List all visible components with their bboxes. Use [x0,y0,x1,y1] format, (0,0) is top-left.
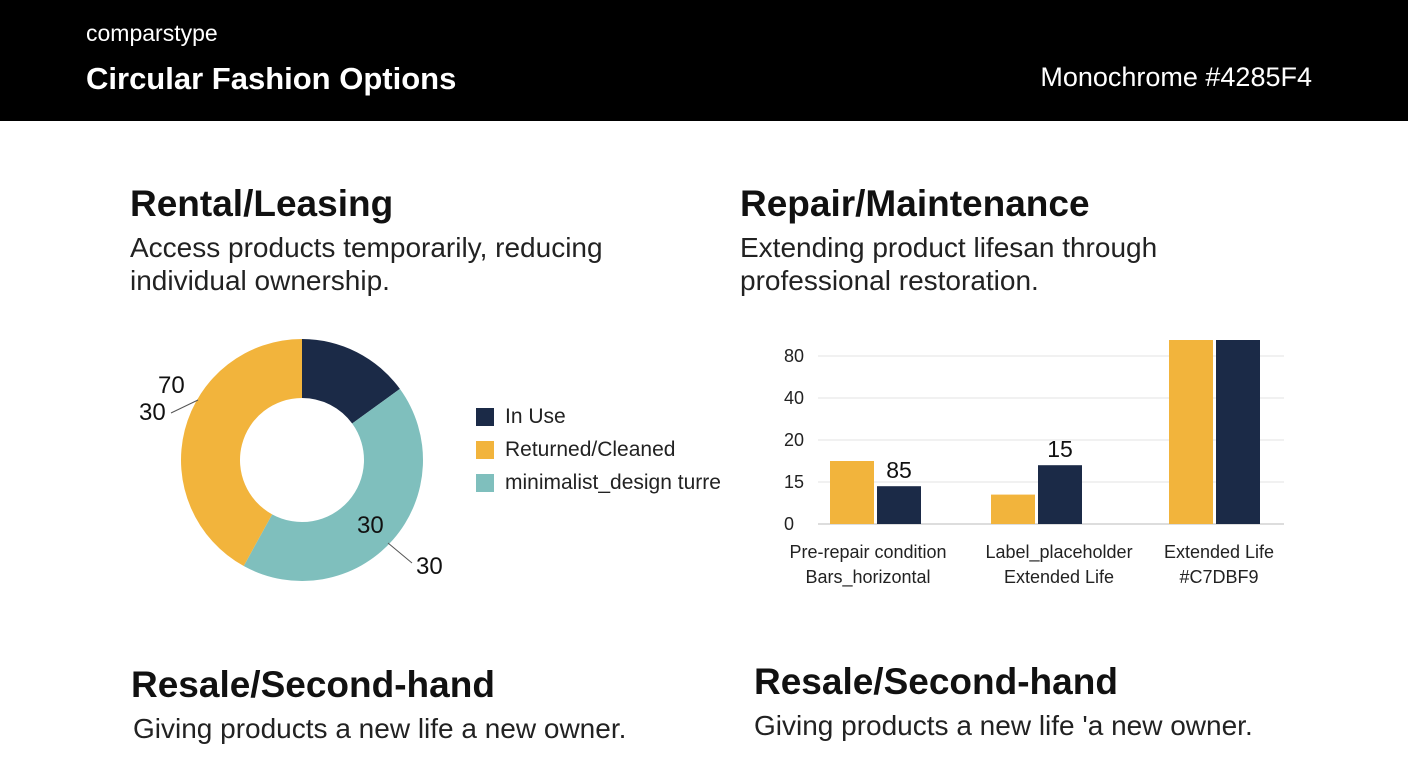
rental-title: Rental/Leasing [130,183,394,224]
bar [1169,340,1213,524]
bar [877,486,921,524]
donut-slice-minimalist-design-turre [243,388,423,581]
legend-swatch [476,407,494,426]
x-category-label: Label_placeholder [985,542,1132,563]
legend-label: minimalist_design turre [505,470,721,494]
donut-leader-line [387,542,413,564]
donut-leader-line [170,399,199,414]
legend-label: Returned/Cleaned [505,437,676,461]
x-category-label: Extended Life [1164,542,1274,562]
donut-annotation: 30 [139,399,166,426]
donut-legend: In Use Returned/Cleaned minimalist_design … [476,400,721,499]
resale-title-left: Resale/Second-hand [131,664,495,705]
donut-annotation: 30 [416,553,443,580]
header-bar: comparstype Circular Fashion Options Mon… [0,0,1408,121]
legend-item: Returned/Cleaned [476,433,721,466]
bar [830,461,874,524]
legend-swatch [476,473,494,492]
y-tick-label: 20 [784,430,804,450]
bar [991,494,1035,524]
y-tick-label: 40 [784,388,804,408]
donut-annotation: 70 [158,372,185,399]
repair-title: Repair/Maintenance [740,183,1090,224]
donut-slice-in-use [302,339,400,424]
bar-chart: 015204080851585Pre-repair conditionBars_… [784,340,1284,588]
x-category-label: Bars_horizontal [805,567,930,588]
x-category-label: Extended Life [1004,567,1114,587]
y-tick-label: 80 [784,346,804,366]
x-category-label: #C7DBF9 [1179,567,1258,587]
legend-item: minimalist_design turre [476,466,721,499]
rental-desc-line1: Access products temporarily, reducing [130,232,603,263]
donut-slice-returned-cleaned [180,339,302,567]
donut-annotation: 30 [357,512,384,539]
x-category-label: Pre-repair condition [789,542,946,562]
bar [1038,465,1082,524]
resale-title-right: Resale/Second-hand [754,661,1118,702]
page-title: Circular Fashion Options [86,61,457,96]
resale-desc-right: Giving products a new life 'a new owner. [754,710,1253,741]
legend-item: In Use [476,400,721,433]
legend-label: In Use [505,404,566,428]
bar-data-label: 85 [886,457,912,483]
y-tick-label: 0 [784,514,794,534]
rental-desc-line2: individual ownership. [130,265,390,296]
repair-desc-line2: professional restoration. [740,265,1039,296]
header-meta: Monochrome #4285F4 [1040,62,1312,92]
bar [1216,340,1260,524]
resale-desc-left: Giving products a new life a new owner. [133,713,627,744]
y-tick-label: 15 [784,472,804,492]
legend-swatch [476,440,494,459]
header-kicker: comparstype [86,20,218,46]
repair-desc-line1: Extending product lifesan through [740,232,1158,263]
bar-data-label: 15 [1047,436,1073,462]
